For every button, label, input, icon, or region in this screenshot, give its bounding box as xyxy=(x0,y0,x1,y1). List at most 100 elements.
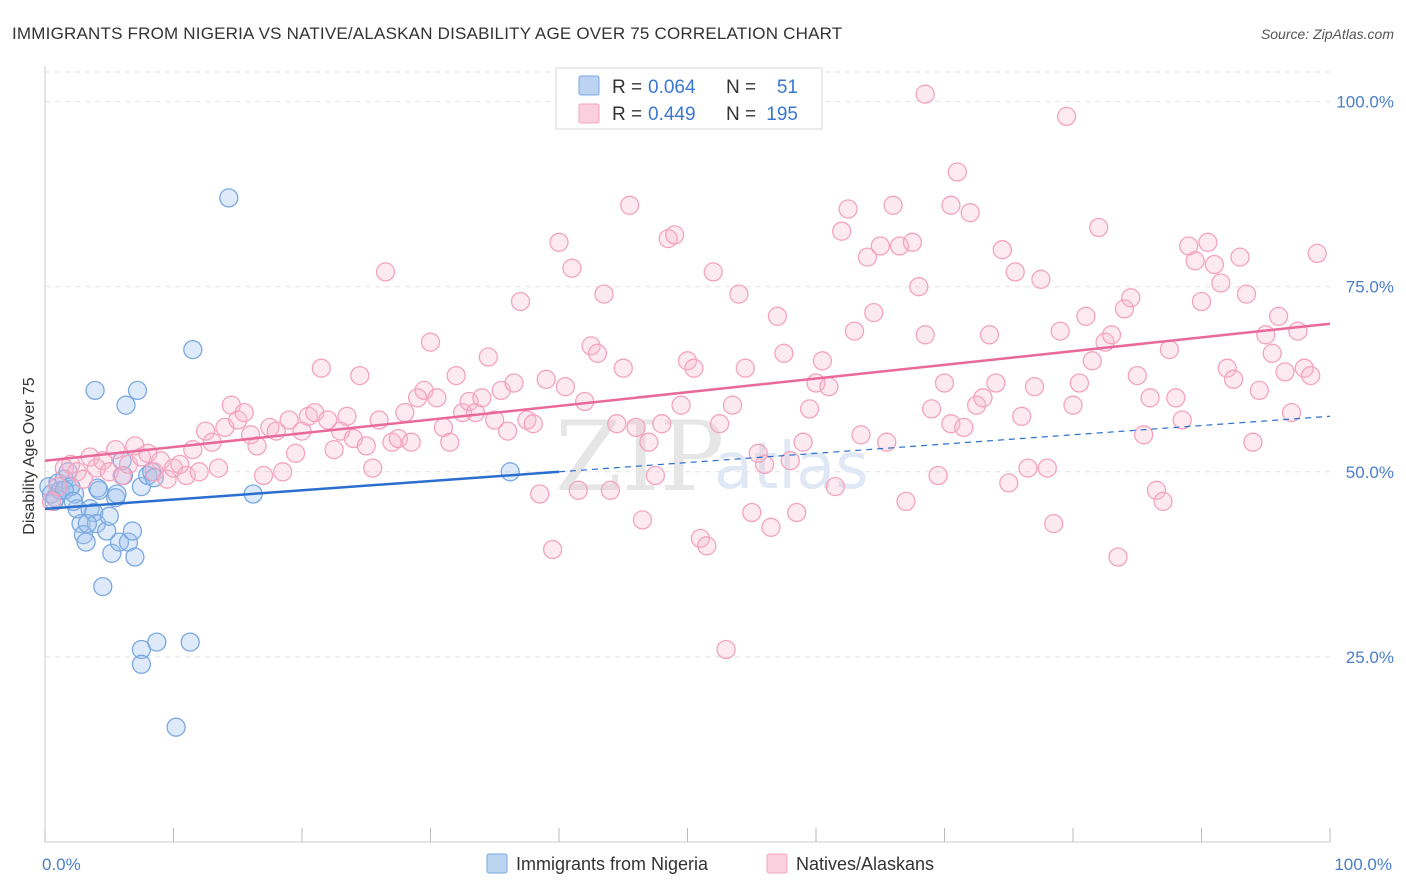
point-natives-100 xyxy=(684,358,704,378)
point-nigeria-30 xyxy=(85,380,105,401)
point-nigeria-14 xyxy=(84,502,104,523)
point-natives-77 xyxy=(536,369,556,389)
stats-swatch-natives xyxy=(578,103,600,124)
point-natives-98 xyxy=(671,395,691,415)
y-axis-label: Disability Age Over 75 xyxy=(21,377,38,535)
point-natives-93 xyxy=(639,432,659,452)
point-natives-147 xyxy=(986,373,1006,393)
point-natives-72 xyxy=(504,373,524,393)
watermark: ZIP atlas xyxy=(555,401,869,513)
legend-label-nigeria: Immigrants from Nigeria xyxy=(516,854,709,874)
point-natives-86 xyxy=(594,284,614,304)
point-natives-95 xyxy=(652,414,672,434)
point-natives-184 xyxy=(1223,369,1244,389)
point-nigeria-36 xyxy=(147,632,167,652)
point-nigeria-33 xyxy=(183,339,203,360)
point-natives-56 xyxy=(401,432,421,452)
point-natives-92 xyxy=(632,510,653,530)
point-natives-172 xyxy=(1146,480,1167,500)
point-natives-167 xyxy=(1114,299,1135,319)
point-natives-128 xyxy=(864,302,884,323)
point-natives-160 xyxy=(1069,373,1090,393)
point-natives-101 xyxy=(690,528,711,549)
point-natives-186 xyxy=(1236,284,1257,304)
y-tick-label-75: 75.0% xyxy=(1346,278,1394,297)
point-natives-149 xyxy=(999,473,1019,493)
point-nigeria-34 xyxy=(219,188,239,208)
point-natives-176 xyxy=(1172,410,1192,430)
point-natives-155 xyxy=(1037,458,1057,478)
point-natives-196 xyxy=(1301,365,1321,386)
point-natives-52 xyxy=(375,262,396,282)
point-nigeria-12 xyxy=(76,532,96,552)
point-natives-170 xyxy=(1134,425,1154,445)
y-tick-labels: 25.0% 50.0% 75.0% 100.0% xyxy=(1336,93,1394,667)
point-natives-94 xyxy=(645,465,666,486)
point-natives-116 xyxy=(787,502,807,523)
point-natives-84 xyxy=(581,336,601,356)
point-natives-127 xyxy=(857,247,878,267)
point-nigeria-41 xyxy=(500,462,520,482)
stats-swatch-nigeria xyxy=(578,75,600,96)
point-natives-133 xyxy=(896,491,916,512)
point-natives-110 xyxy=(748,443,768,463)
point-nigeria-31 xyxy=(116,395,136,415)
point-natives-76 xyxy=(530,484,550,504)
stats-r-label-1: R = xyxy=(612,104,642,125)
point-natives-112 xyxy=(761,517,781,537)
point-natives-46 xyxy=(337,406,357,426)
point-natives-137 xyxy=(921,399,942,419)
point-nigeria-17 xyxy=(93,576,113,597)
point-natives-180 xyxy=(1198,232,1218,252)
point-natives-69 xyxy=(485,410,505,430)
chart-title: IMMIGRANTS FROM NIGERIA VS NATIVE/ALASKA… xyxy=(12,24,842,43)
point-natives-162 xyxy=(1082,351,1102,371)
point-nigeria-38 xyxy=(180,632,200,652)
stats-n-label-1: N = xyxy=(726,104,756,125)
point-natives-122 xyxy=(825,476,845,497)
point-natives-191 xyxy=(1268,306,1289,326)
point-natives-44 xyxy=(324,439,344,460)
trend-line-nigeria-extension xyxy=(558,415,1331,473)
point-natives-134 xyxy=(902,232,923,252)
point-natives-142 xyxy=(954,417,974,438)
point-natives-108 xyxy=(735,358,755,378)
point-natives-67 xyxy=(472,388,492,408)
trend-lines xyxy=(44,322,1331,511)
y-tick-label-25: 25.0% xyxy=(1346,648,1394,667)
point-natives-68 xyxy=(478,347,498,367)
point-natives-113 xyxy=(767,306,788,326)
point-natives-55 xyxy=(395,402,415,423)
point-natives-10 xyxy=(106,439,126,460)
point-natives-158 xyxy=(1056,106,1077,127)
point-natives-36 xyxy=(273,462,293,482)
point-natives-118 xyxy=(799,399,820,419)
point-natives-150 xyxy=(1005,262,1025,282)
point-natives-1 xyxy=(48,476,68,497)
point-natives-80 xyxy=(555,377,576,397)
point-natives-88 xyxy=(607,414,627,434)
point-natives-38 xyxy=(285,443,306,463)
point-natives-24 xyxy=(195,421,216,441)
stats-r-value-1: 0.449 xyxy=(648,104,696,125)
point-natives-168 xyxy=(1121,288,1141,308)
point-natives-183 xyxy=(1217,358,1237,378)
point-nigeria-44 xyxy=(88,478,108,498)
point-natives-37 xyxy=(279,410,299,430)
point-natives-185 xyxy=(1230,247,1250,267)
point-natives-57 xyxy=(407,388,428,408)
point-natives-169 xyxy=(1127,365,1147,386)
point-nigeria-19 xyxy=(99,506,119,526)
point-nigeria-20 xyxy=(102,543,122,563)
point-nigeria-37 xyxy=(131,654,152,674)
legend-label-natives: Natives/Alaskans xyxy=(796,854,934,874)
point-natives-117 xyxy=(793,432,813,452)
point-natives-130 xyxy=(877,432,897,452)
point-nigeria-18 xyxy=(97,521,117,541)
point-natives-33 xyxy=(253,465,274,486)
point-natives-4 xyxy=(67,462,87,482)
point-natives-188 xyxy=(1249,380,1269,401)
point-natives-131 xyxy=(883,195,903,215)
point-natives-151 xyxy=(1011,406,1032,426)
